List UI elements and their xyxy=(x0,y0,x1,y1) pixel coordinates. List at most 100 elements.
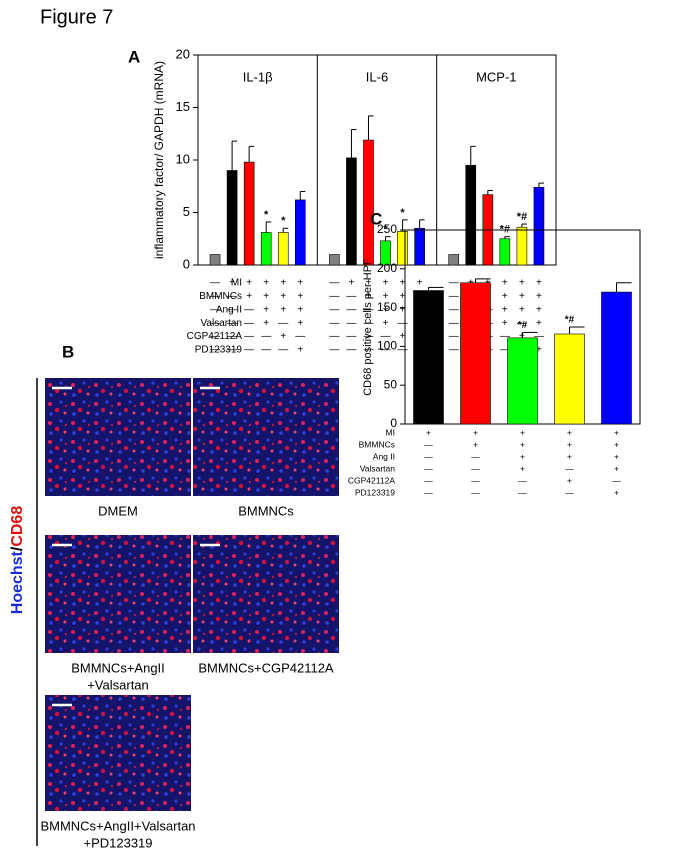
bar xyxy=(294,199,306,266)
treatment-sign: — xyxy=(500,331,510,342)
treatment-sign: + xyxy=(383,318,389,329)
bar xyxy=(414,227,425,266)
treatment-sign: + xyxy=(349,278,355,289)
stain-label: Hoechst/CD68 xyxy=(9,506,26,615)
treatment-sign: — xyxy=(363,345,373,356)
treatment-sign: + xyxy=(246,291,252,302)
group-label: IL-1β xyxy=(243,69,273,84)
treatment-sign: — xyxy=(471,451,480,461)
bar xyxy=(499,238,511,266)
bar xyxy=(533,187,545,266)
treatment-label: CGP42112A xyxy=(187,331,243,342)
treatment-sign: — xyxy=(424,451,433,461)
treatment-sign: — xyxy=(346,291,356,302)
treatment-sign: — xyxy=(278,345,288,356)
bar xyxy=(601,291,632,425)
significance-mark: * xyxy=(264,209,269,221)
treatment-sign: + xyxy=(614,439,619,449)
treatment-sign: + xyxy=(519,278,525,289)
treatment-sign: + xyxy=(614,487,619,497)
treatment-sign: — xyxy=(244,318,254,329)
treatment-sign: + xyxy=(536,318,542,329)
treatment-sign: + xyxy=(567,439,572,449)
treatment-sign: — xyxy=(227,318,237,329)
treatment-sign: — xyxy=(517,318,527,329)
image-caption: BMMNCs xyxy=(238,503,294,518)
treatment-sign: + xyxy=(520,439,525,449)
group-label: IL-6 xyxy=(366,69,388,84)
treatment-sign: + xyxy=(383,291,389,302)
micrograph xyxy=(45,378,191,496)
treatment-sign: + xyxy=(567,427,572,437)
treatment-sign: — xyxy=(346,304,356,315)
treatment-sign: + xyxy=(280,291,286,302)
micrograph xyxy=(45,535,191,653)
y-axis-label: CD68 positive cells per HPF xyxy=(362,258,374,396)
treatment-sign: — xyxy=(346,331,356,342)
treatment-sign: + xyxy=(366,291,372,302)
treatment-sign: + xyxy=(400,278,406,289)
treatment-sign: — xyxy=(500,345,510,356)
treatment-sign: — xyxy=(471,487,480,497)
treatment-sign: — xyxy=(278,318,288,329)
stain-cd68: CD68 xyxy=(9,506,26,547)
y-axis-label: inflammatory factor/ GAPDH (mRNA) xyxy=(152,61,166,259)
image-caption: DMEM xyxy=(98,503,138,518)
micrograph xyxy=(193,378,339,496)
image-caption: BMMNCs+AngII xyxy=(71,660,165,675)
bar xyxy=(380,240,391,266)
treatment-sign: — xyxy=(381,331,391,342)
treatment-sign: + xyxy=(263,291,269,302)
treatment-sign: — xyxy=(449,304,459,315)
bar xyxy=(448,254,460,266)
treatment-sign: — xyxy=(449,318,459,329)
significance-mark: *# xyxy=(517,211,527,223)
treatment-sign: + xyxy=(520,427,525,437)
treatment-sign: + xyxy=(614,427,619,437)
treatment-sign: + xyxy=(536,291,542,302)
treatment-sign: + xyxy=(519,291,525,302)
y-tick-label: 50 xyxy=(384,377,398,391)
treatment-sign: — xyxy=(518,487,527,497)
treatment-label: PD123319 xyxy=(195,345,243,356)
treatment-sign: — xyxy=(565,487,574,497)
treatment-sign: — xyxy=(346,318,356,329)
treatment-sign: — xyxy=(612,475,621,485)
treatment-sign: — xyxy=(363,304,373,315)
bar xyxy=(363,139,374,266)
treatment-sign: + xyxy=(502,318,508,329)
bar xyxy=(465,164,477,266)
treatment-sign: — xyxy=(424,487,433,497)
significance-mark: * xyxy=(383,224,388,236)
treatment-sign: + xyxy=(297,318,303,329)
y-tick-label: 20 xyxy=(176,46,190,61)
image-caption: BMMNCs+CGP42112A xyxy=(198,660,334,675)
treatment-sign: — xyxy=(471,475,480,485)
treatment-sign: + xyxy=(400,304,406,315)
treatment-sign: + xyxy=(519,331,525,342)
panel-b: B Hoechst/CD68 xyxy=(9,342,74,846)
y-tick-label: 10 xyxy=(176,151,190,166)
treatment-label: BMMNCs xyxy=(359,439,395,449)
treatment-sign: — xyxy=(449,291,459,302)
treatment-sign: — xyxy=(295,331,305,342)
stain-slash: / xyxy=(9,546,26,551)
image-caption: +PD123319 xyxy=(83,835,152,850)
panel-label: C xyxy=(370,209,382,228)
y-tick-label: 200 xyxy=(377,261,397,275)
treatment-label: BMMNCs xyxy=(199,291,242,302)
bar xyxy=(460,282,491,425)
treatment-sign: + xyxy=(502,291,508,302)
significance-mark: *# xyxy=(518,320,528,331)
treatment-sign: — xyxy=(534,331,544,342)
treatment-sign: + xyxy=(519,304,525,315)
y-tick-label: 0 xyxy=(390,416,397,430)
treatment-sign: — xyxy=(210,291,220,302)
significance-mark: * xyxy=(400,207,405,219)
treatment-sign: — xyxy=(261,345,271,356)
treatment-sign: + xyxy=(400,331,406,342)
treatment-sign: — xyxy=(424,439,433,449)
group-label: MCP-1 xyxy=(476,69,516,84)
treatment-sign: — xyxy=(210,345,220,356)
